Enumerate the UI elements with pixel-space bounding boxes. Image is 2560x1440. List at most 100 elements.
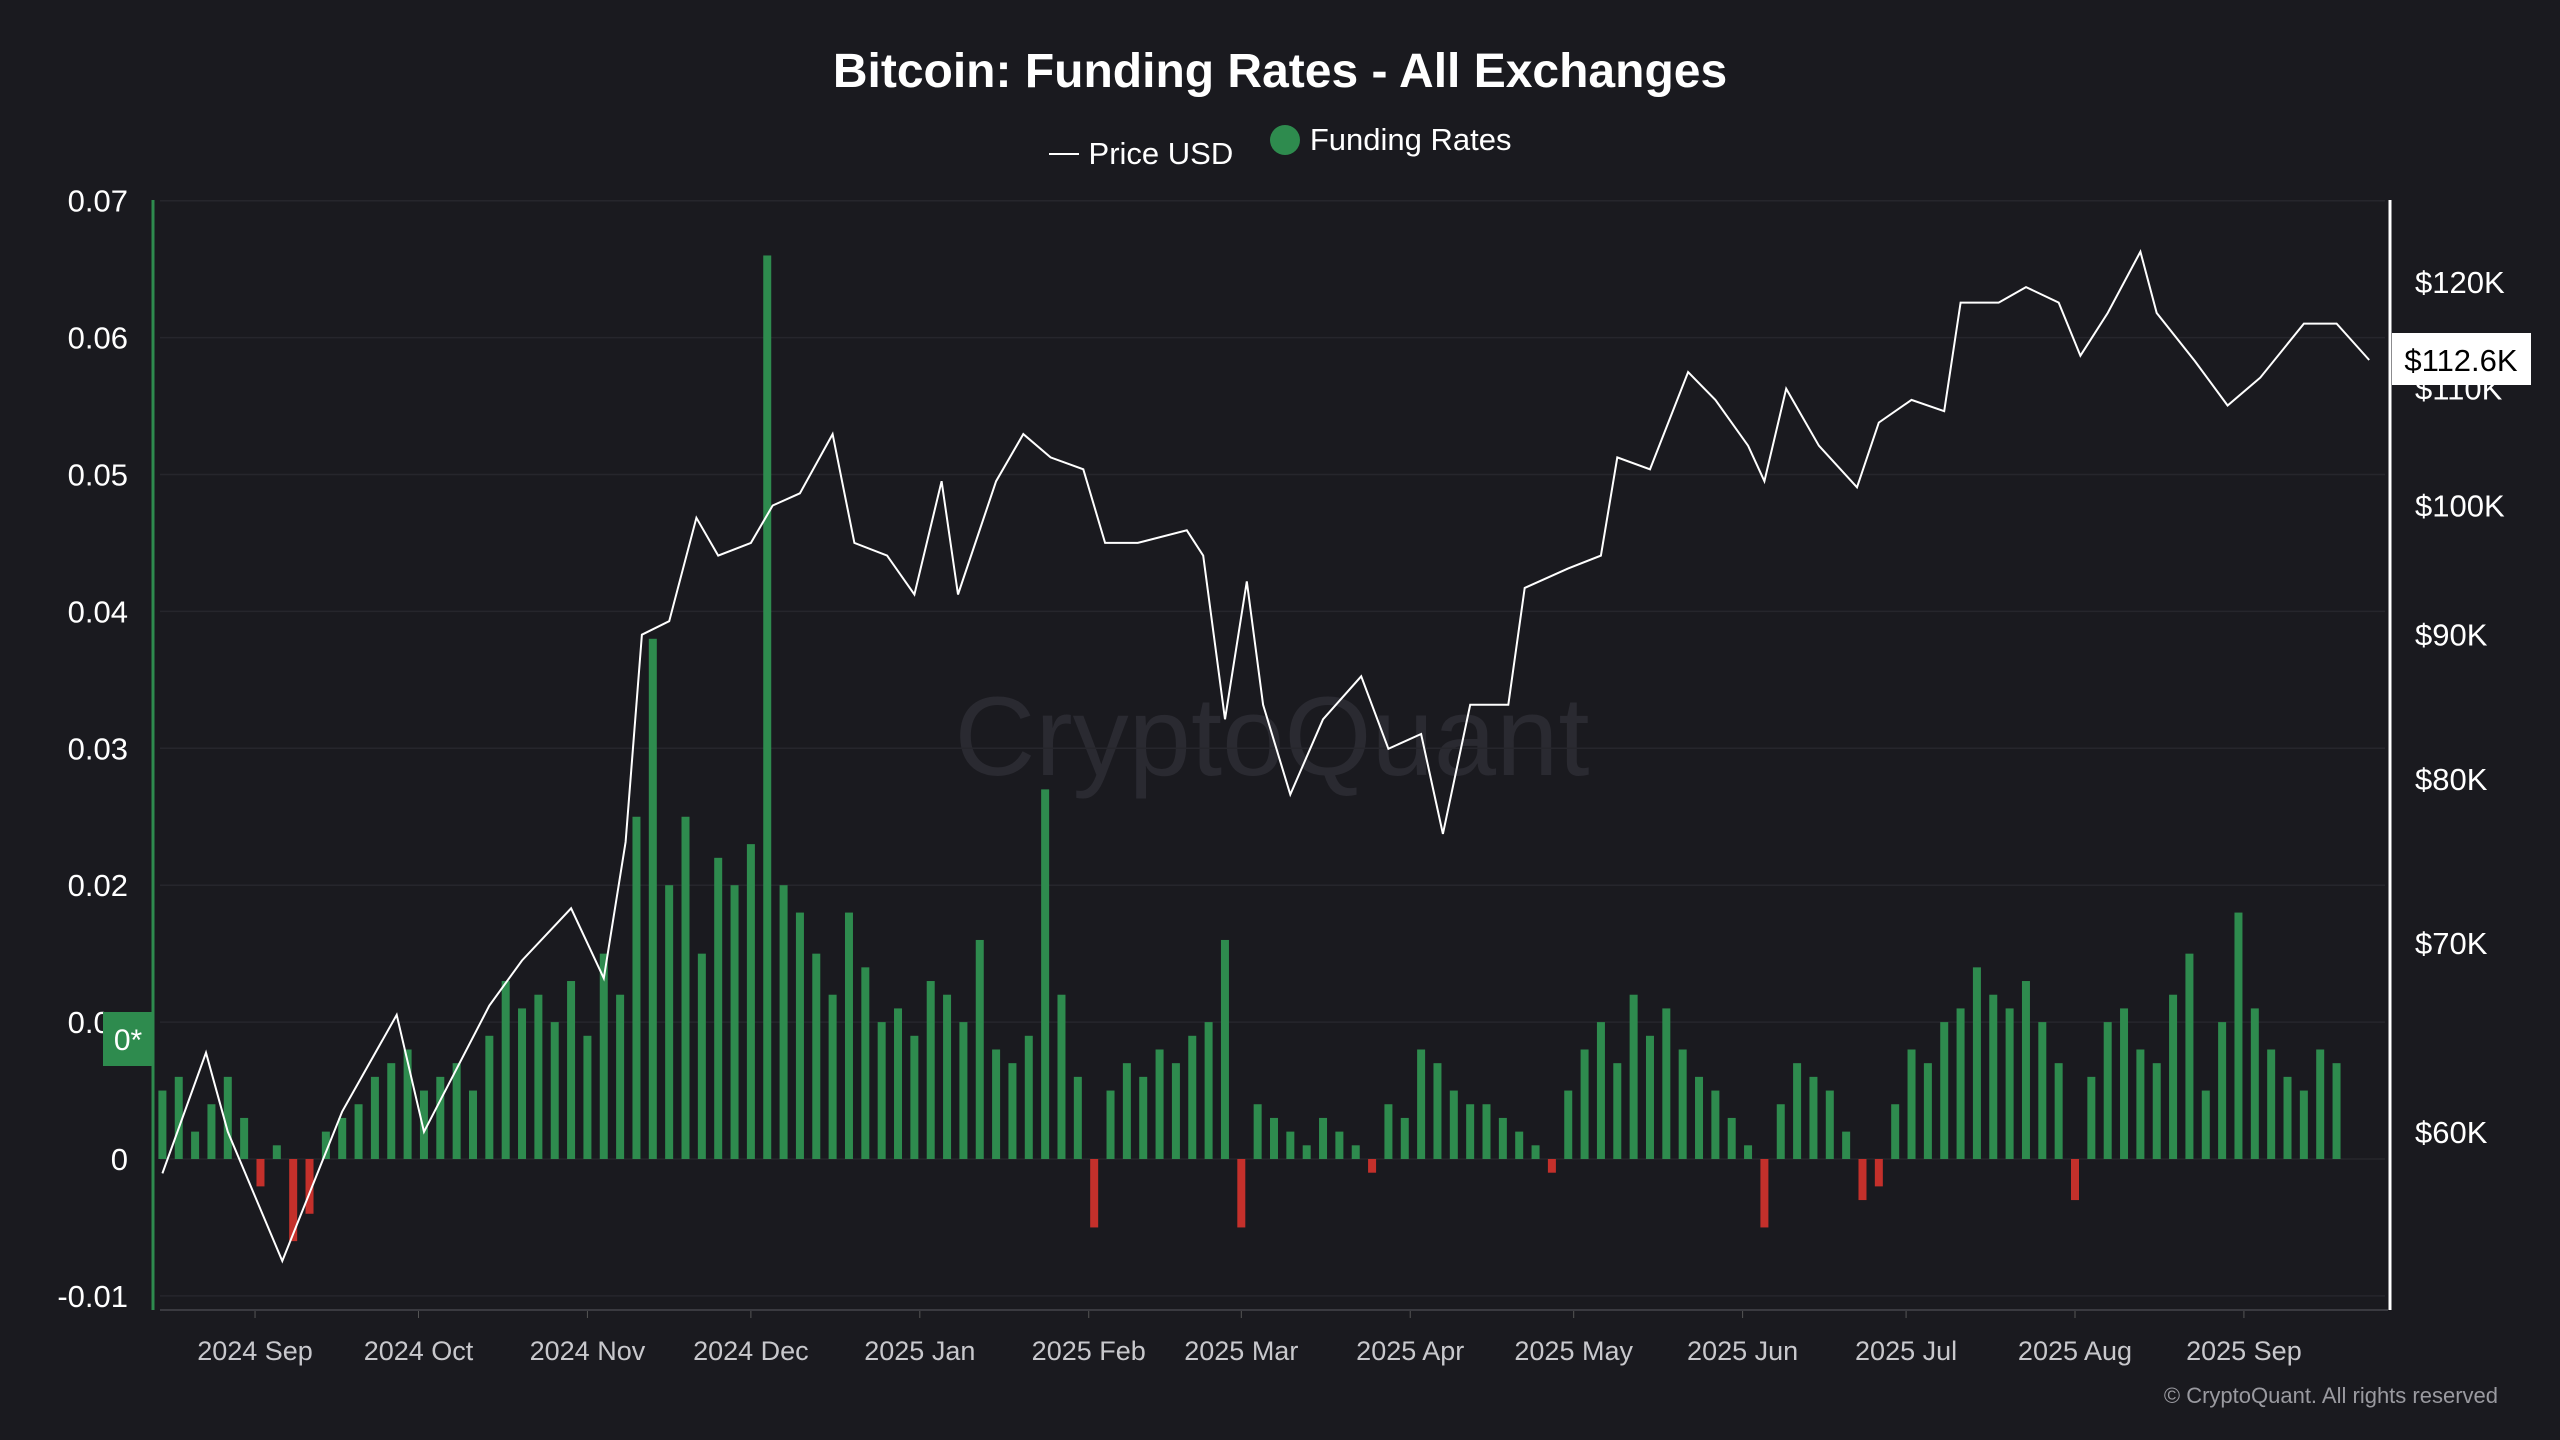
funding-bar <box>1269 1117 1278 1159</box>
funding-bar <box>2021 981 2030 1159</box>
funding-bar <box>305 1159 314 1214</box>
funding-bar <box>1531 1145 1540 1159</box>
x-tick-label: 2025 Jul <box>1855 1336 1957 1366</box>
funding-bar <box>1024 1035 1033 1159</box>
funding-bar <box>2070 1159 2079 1201</box>
funding-bar <box>1384 1104 1393 1159</box>
legend: Price USD Funding Rates <box>0 122 2560 172</box>
legend-item-funding[interactable]: Funding Rates <box>1269 122 1512 158</box>
funding-bar <box>1188 1035 1197 1159</box>
funding-bar <box>1041 789 1050 1159</box>
funding-bar <box>959 1022 968 1159</box>
funding-bar <box>2299 1090 2308 1159</box>
funding-bar <box>975 939 984 1159</box>
funding-bar <box>1139 1076 1148 1159</box>
funding-bar <box>1547 1159 1556 1173</box>
funding-bar <box>321 1131 330 1159</box>
funding-bar <box>1220 939 1229 1159</box>
funding-bar <box>926 981 935 1159</box>
funding-bar <box>1580 1049 1589 1159</box>
funding-bar <box>1351 1145 1360 1159</box>
funding-bar <box>370 1076 379 1159</box>
funding-bar <box>567 981 576 1159</box>
funding-bar <box>1106 1090 1115 1159</box>
funding-bar <box>436 1076 445 1159</box>
funding-bar <box>1155 1049 1164 1159</box>
price-line-group <box>161 248 2370 1264</box>
legend-item-price[interactable]: Price USD <box>1048 136 1233 172</box>
funding-bar <box>1319 1117 1328 1159</box>
funding-bar <box>992 1049 1001 1159</box>
funding-bar <box>419 1090 428 1159</box>
x-tick-label: 2025 May <box>1514 1336 1633 1366</box>
x-tick-label: 2025 Feb <box>1032 1336 1146 1366</box>
zero-marker-box <box>103 1012 153 1066</box>
funding-bar <box>2218 1022 2227 1159</box>
right-tick-label: $70K <box>2415 926 2488 961</box>
left-tick-label: 0.03 <box>68 731 128 766</box>
funding-bar <box>2267 1049 2276 1159</box>
x-tick-label: 2025 Sep <box>2186 1336 2302 1366</box>
axis-markers: 0* $112.6K <box>103 333 2531 1066</box>
x-tick-label: 2024 Oct <box>364 1336 474 1366</box>
left-tick-label: 0.02 <box>68 868 128 903</box>
funding-bar <box>2169 994 2178 1159</box>
right-tick-label: $100K <box>2415 489 2505 524</box>
funding-bar <box>1989 994 1998 1159</box>
x-tick-label: 2025 Jan <box>864 1336 975 1366</box>
funding-bar <box>272 1145 281 1159</box>
axes: 0.070.060.050.040.030.020.010-0.01$120K$… <box>57 184 2505 1366</box>
funding-bar <box>2201 1090 2210 1159</box>
funding-bar <box>910 1035 919 1159</box>
funding-bar <box>1057 994 1066 1159</box>
funding-bar <box>534 994 543 1159</box>
funding-bar <box>1090 1159 1099 1228</box>
right-tick-label: $80K <box>2415 762 2488 797</box>
funding-bar <box>1809 1076 1818 1159</box>
funding-bar <box>1891 1104 1900 1159</box>
funding-bar <box>1956 1008 1965 1159</box>
funding-bar <box>1613 1063 1622 1159</box>
funding-bar <box>746 844 755 1159</box>
funding-bar <box>616 994 625 1159</box>
funding-bar <box>763 255 772 1159</box>
funding-bar <box>1564 1090 1573 1159</box>
funding-bar <box>1417 1049 1426 1159</box>
funding-bar <box>1400 1117 1409 1159</box>
funding-bar <box>207 1104 216 1159</box>
line-swatch-icon <box>1048 153 1079 155</box>
funding-bar <box>1678 1049 1687 1159</box>
funding-bar <box>1008 1063 1017 1159</box>
funding-bar <box>730 885 739 1159</box>
funding-bar <box>2152 1063 2161 1159</box>
left-tick-label: 0.04 <box>68 594 128 629</box>
funding-bar <box>1515 1131 1524 1159</box>
funding-bar <box>1482 1104 1491 1159</box>
funding-bar <box>452 1063 461 1159</box>
funding-bar <box>2234 912 2243 1159</box>
funding-bar <box>632 816 641 1159</box>
funding-bar <box>550 1022 559 1159</box>
funding-bar <box>779 885 788 1159</box>
funding-bars <box>158 255 2341 1242</box>
funding-bar <box>812 953 821 1159</box>
funding-bar <box>1368 1159 1377 1173</box>
funding-bar <box>665 885 674 1159</box>
funding-bar <box>158 1090 167 1159</box>
funding-bar <box>1237 1159 1246 1228</box>
right-tick-label: $120K <box>2415 265 2505 300</box>
dot-swatch-icon <box>1269 125 1300 155</box>
current-price-box <box>2392 333 2531 385</box>
funding-bar <box>1940 1022 1949 1159</box>
funding-bar <box>387 1063 396 1159</box>
legend-label: Funding Rates <box>1309 122 1512 157</box>
funding-bar <box>1122 1063 1131 1159</box>
price-line <box>161 248 2370 1264</box>
funding-bar <box>1711 1090 1720 1159</box>
funding-bar <box>1874 1159 1883 1187</box>
funding-bar <box>1760 1159 1769 1228</box>
funding-bar <box>1466 1104 1475 1159</box>
copyright: © CryptoQuant. All rights reserved <box>2163 1383 2498 1408</box>
funding-bar <box>1302 1145 1311 1159</box>
